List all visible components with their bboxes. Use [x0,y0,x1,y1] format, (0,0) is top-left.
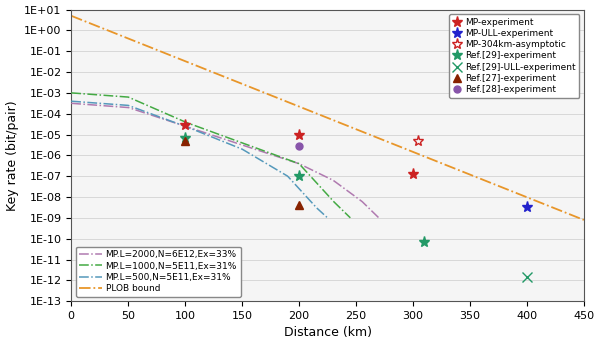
MP.L=500,N=5E11,Ex=31% [318,210,325,214]
MP-experiment [409,172,416,176]
PLOB bound [68,14,75,18]
Line: Ref.[27]-experiment: Ref.[27]-experiment [181,137,303,209]
MP.L=500,N=5E11,Ex=31% [68,99,75,103]
MP.L=2000,N=6E12,Ex=33% [251,147,258,151]
X-axis label: Distance (km): Distance (km) [284,326,371,339]
Line: MP.L=1000,N=5E11,Ex=31%: MP.L=1000,N=5E11,Ex=31% [71,93,350,218]
MP.L=1000,N=5E11,Ex=31% [340,209,347,213]
PLOB bound [373,135,380,139]
PLOB bound [568,213,575,217]
PLOB bound [580,218,587,222]
MP.L=1000,N=5E11,Ex=31% [200,127,208,131]
PLOB bound [314,112,322,116]
MP.L=500,N=5E11,Ex=31% [191,128,198,132]
MP.L=2000,N=6E12,Ex=33% [368,209,375,213]
MP-experiment [295,132,302,137]
MP.L=2000,N=6E12,Ex=33% [214,135,221,139]
MP.L=2000,N=6E12,Ex=33% [320,174,327,178]
MP.L=2000,N=6E12,Ex=33% [215,135,223,139]
Ref.[27]-experiment [182,139,189,143]
Ref.[29]-experiment [421,240,428,244]
MP.L=2000,N=6E12,Ex=33% [375,216,382,220]
MP.L=1000,N=5E11,Ex=31% [68,91,75,95]
MP.L=500,N=5E11,Ex=31% [190,127,197,131]
MP.L=1000,N=5E11,Ex=31% [296,162,304,167]
Y-axis label: Key rate (bit/pair): Key rate (bit/pair) [5,100,19,211]
MP.L=1000,N=5E11,Ex=31% [234,139,241,143]
MP.L=2000,N=6E12,Ex=33% [234,141,241,146]
Legend: MP.L=2000,N=6E12,Ex=33%, MP.L=1000,N=5E11,Ex=31%, MP.L=500,N=5E11,Ex=31%, PLOB b: MP.L=2000,N=6E12,Ex=33%, MP.L=1000,N=5E1… [76,247,241,297]
Ref.[27]-experiment [295,203,302,207]
MP.L=500,N=5E11,Ex=31% [278,170,285,175]
MP.L=2000,N=6E12,Ex=33% [68,101,75,105]
PLOB bound [488,181,495,185]
Line: Ref.[29]-experiment: Ref.[29]-experiment [179,132,430,247]
MP.L=500,N=5E11,Ex=31% [324,216,331,220]
Line: MP.L=2000,N=6E12,Ex=33%: MP.L=2000,N=6E12,Ex=33% [71,103,379,218]
MP.L=1000,N=5E11,Ex=31% [218,134,226,138]
MP.L=1000,N=5E11,Ex=31% [202,127,209,131]
Ref.[29]-experiment [295,174,302,178]
MP.L=1000,N=5E11,Ex=31% [347,216,354,220]
Line: MP-experiment: MP-experiment [179,120,419,180]
MP-experiment [182,123,189,127]
Ref.[29]-experiment [182,136,189,140]
MP.L=500,N=5E11,Ex=31% [220,140,227,144]
Line: MP.L=500,N=5E11,Ex=31%: MP.L=500,N=5E11,Ex=31% [71,101,328,218]
PLOB bound [345,124,352,128]
MP.L=500,N=5E11,Ex=31% [206,134,214,138]
PLOB bound [311,111,319,115]
Line: PLOB bound: PLOB bound [71,16,584,220]
